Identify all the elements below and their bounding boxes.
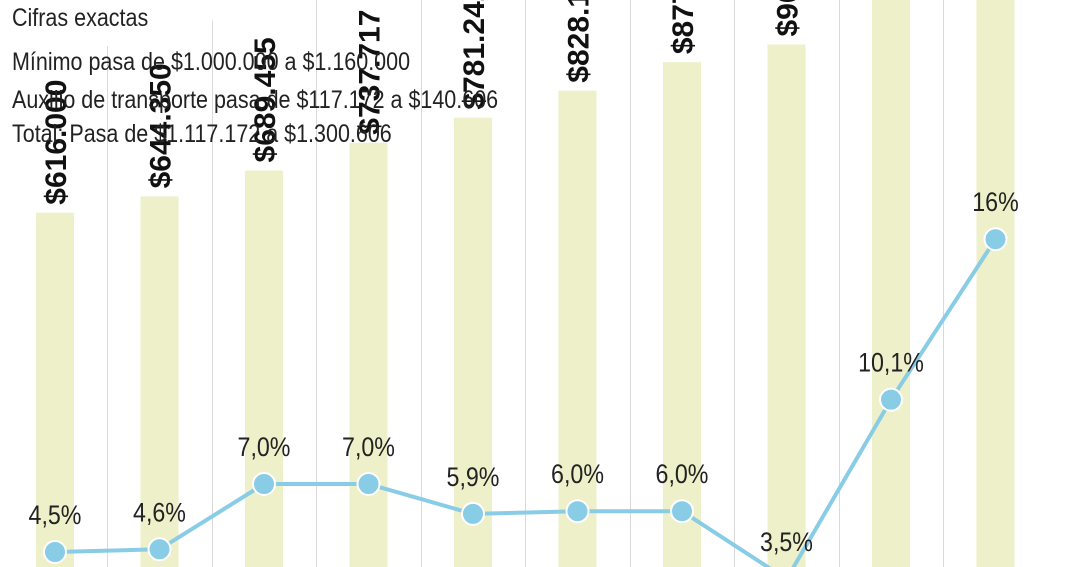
bar-value-label-8: $908.526 [772,0,805,36]
line-point-7 [670,499,694,524]
percent-label-10: 16% [972,188,1018,218]
bar-label-layer: $616.000 $644.350 $689.455 $737.717 $781.242… [40,0,805,205]
bar-2 [140,196,179,567]
percent-label-2: 4,6% [133,498,186,528]
line-point-5 [461,501,485,526]
chart-title: Cifras exactas [12,4,149,32]
percent-label-7: 6,0% [656,460,709,490]
bar-value-label-5: $781.242 [458,0,491,110]
percent-label-5: 5,9% [447,462,500,492]
percent-label-3: 7,0% [238,432,291,462]
percent-label-1: 4,5% [29,500,82,530]
line-point-4 [356,472,381,496]
percent-label-8: 3,5% [760,528,813,558]
line-point-9 [879,387,903,412]
bar-1 [36,212,74,567]
percent-label-6: 6,0% [551,460,604,490]
bar-7 [663,62,701,567]
header-line-transport: Auxilio de transporte pasa de $117.172 a… [12,86,499,114]
line-point-10 [983,227,1008,252]
line-point-1 [43,540,67,564]
line-point-2 [147,537,172,562]
percent-line [54,238,998,567]
percent-label-4: 7,0% [342,432,395,462]
line-point-3 [252,472,276,496]
bar-6 [558,90,597,567]
bar-8 [767,44,806,567]
bar-value-label-4: $737.717 [354,10,387,135]
bar-value-label-3: $689.455 [249,37,282,162]
percent-label-9: 10,1% [858,348,924,378]
bar-value-label-2: $644.350 [145,63,178,188]
bar-3 [245,170,283,567]
bar-value-label-7: $877.803 [667,0,700,54]
bar-layer [36,0,1015,567]
percent-label-layer: 4,5% 4,6% 7,0% 7,0% 5,9% 6,0% 6,0% 3,5% 10,1% 16% [29,188,1019,558]
header-line-total: Total: Pasa de $1.117.172 a $1.300.606 [12,120,392,148]
bar-5 [454,117,492,567]
line-point-6 [565,499,590,524]
bar-10 [976,0,1015,567]
header-line-minimum: Mínimo pasa de $1.000.000 a $1.160.000 [12,48,411,76]
bar-value-label-1: $616.000 [40,80,73,205]
line-layer [43,227,1008,567]
bar-value-label-6: $828.116 [563,0,596,83]
grid-layer [107,0,944,567]
bar-4 [349,142,388,567]
bar-9 [872,0,910,567]
